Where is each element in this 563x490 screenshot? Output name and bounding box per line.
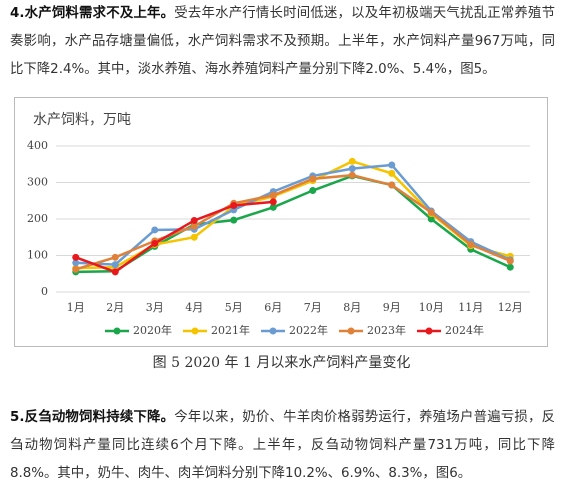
legend-marker bbox=[191, 327, 199, 335]
legend-marker bbox=[269, 327, 277, 335]
series-line bbox=[75, 163, 511, 266]
y-axis-title: 水产饲料，万吨 bbox=[33, 112, 131, 128]
series-line bbox=[75, 200, 274, 274]
x-tick-label: 1月 bbox=[67, 301, 85, 314]
x-tick-label: 9月 bbox=[383, 301, 401, 314]
paragraph: 5.反刍动物饲料持续下降。今年以来，奶价、牛羊肉价格弱势运行，养殖场户普遍亏损，… bbox=[10, 404, 555, 488]
point bbox=[72, 265, 80, 273]
legend-label: 2021年 bbox=[211, 323, 250, 337]
x-tick-label: 2月 bbox=[106, 301, 124, 314]
point bbox=[309, 175, 317, 183]
chart-box: 水产饲料，万吨 0 100 200 300 400 1月 2月 3月 4月 5月 6月 7月 8月 9月 1… bbox=[14, 97, 548, 347]
point bbox=[190, 222, 198, 230]
point bbox=[506, 257, 514, 265]
point bbox=[348, 157, 356, 165]
x-tick-label: 10月 bbox=[419, 301, 444, 314]
x-tick-label: 6月 bbox=[264, 301, 282, 314]
y-tick-label: 200 bbox=[27, 212, 48, 225]
point bbox=[72, 253, 80, 261]
point bbox=[111, 261, 119, 269]
legend-marker bbox=[113, 327, 121, 335]
paragraph: 4.水产饲料需求不及上年。受去年水产行情长时间低迷，以及年初极端天气扰乱正常养殖… bbox=[10, 0, 555, 84]
legend-marker bbox=[347, 327, 355, 335]
lead: 4.水产饲料需求不及上年。 bbox=[10, 6, 175, 21]
point bbox=[388, 161, 396, 169]
point bbox=[190, 216, 198, 224]
chart: 水产饲料，万吨 0 100 200 300 400 1月 2月 3月 4月 5月 6月 7月 8月 9月 1… bbox=[27, 112, 530, 337]
lead: 5.反刍动物饲料持续下降。 bbox=[10, 410, 175, 425]
point bbox=[111, 268, 119, 276]
point bbox=[269, 198, 277, 206]
point bbox=[506, 263, 514, 271]
point bbox=[230, 201, 238, 209]
legend-marker bbox=[425, 327, 433, 335]
point bbox=[427, 208, 435, 216]
point bbox=[388, 169, 396, 177]
legend-label: 2023年 bbox=[367, 323, 406, 337]
legend-label: 2024年 bbox=[445, 323, 484, 337]
x-tick-label: 5月 bbox=[225, 301, 243, 314]
point bbox=[190, 233, 198, 241]
text: 受去年水产行情长时间低迷，以及年初极端天气扰乱正常养殖节奏影响，水产品存塘量偏低… bbox=[10, 6, 556, 77]
point bbox=[309, 187, 317, 195]
point bbox=[348, 165, 356, 173]
point bbox=[111, 253, 119, 261]
point bbox=[230, 216, 238, 224]
legend-label: 2020年 bbox=[133, 323, 172, 337]
x-tick-label: 3月 bbox=[146, 301, 164, 314]
y-tick-label: 400 bbox=[27, 139, 48, 152]
x-tick-label: 12月 bbox=[498, 301, 523, 314]
point bbox=[348, 171, 356, 179]
series-line bbox=[75, 174, 511, 274]
series-line bbox=[75, 173, 511, 271]
point bbox=[467, 241, 475, 249]
x-tick-label: 8月 bbox=[343, 301, 361, 314]
y-tick-label: 0 bbox=[41, 285, 48, 298]
y-tick-label: 300 bbox=[27, 176, 48, 189]
y-tick-label: 100 bbox=[27, 249, 48, 262]
point bbox=[388, 181, 396, 189]
point bbox=[269, 203, 277, 211]
figure-caption: 图 5 2020 年 1 月以来水产饲料产量变化 bbox=[152, 355, 411, 371]
x-tick-label: 7月 bbox=[304, 301, 322, 314]
legend-label: 2022年 bbox=[289, 323, 328, 337]
x-tick-label: 11月 bbox=[458, 301, 483, 314]
point bbox=[151, 239, 159, 247]
x-tick-label: 4月 bbox=[185, 301, 203, 314]
text: 今年以来，奶价、牛羊肉价格弱势运行，养殖场户普遍亏损，反刍动物饲料产量同比连续6… bbox=[10, 410, 556, 481]
point bbox=[269, 191, 277, 199]
point bbox=[72, 259, 80, 267]
point bbox=[151, 226, 159, 234]
point bbox=[427, 215, 435, 223]
